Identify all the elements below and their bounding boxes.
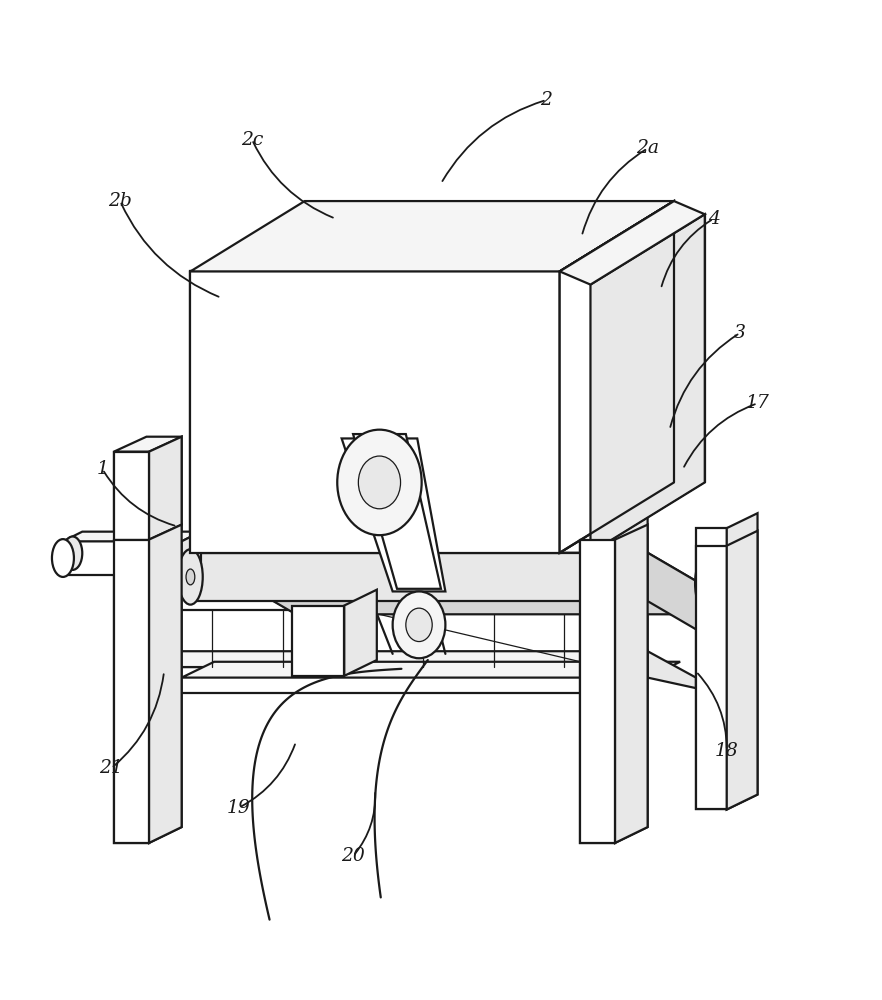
Polygon shape: [647, 553, 753, 663]
Polygon shape: [647, 568, 696, 605]
Polygon shape: [580, 491, 615, 843]
Polygon shape: [63, 532, 201, 541]
Polygon shape: [63, 541, 182, 575]
Ellipse shape: [337, 430, 422, 535]
Text: 3: 3: [734, 324, 746, 342]
Polygon shape: [590, 214, 705, 553]
Polygon shape: [727, 513, 758, 809]
Polygon shape: [647, 651, 696, 688]
Polygon shape: [149, 584, 615, 610]
Text: 2: 2: [541, 91, 552, 109]
Polygon shape: [615, 476, 647, 843]
Polygon shape: [182, 578, 680, 594]
Polygon shape: [341, 438, 445, 591]
Polygon shape: [149, 437, 182, 540]
Polygon shape: [353, 434, 441, 589]
Polygon shape: [292, 606, 344, 676]
Text: 21: 21: [100, 759, 123, 777]
Ellipse shape: [695, 557, 714, 610]
Text: 1: 1: [96, 460, 108, 478]
Polygon shape: [191, 271, 560, 553]
Ellipse shape: [392, 591, 445, 658]
Polygon shape: [696, 546, 727, 809]
Polygon shape: [114, 437, 182, 452]
Polygon shape: [615, 568, 647, 610]
Text: 2a: 2a: [636, 139, 659, 157]
Ellipse shape: [52, 539, 74, 577]
Polygon shape: [344, 590, 377, 676]
Polygon shape: [580, 540, 615, 843]
Text: 20: 20: [341, 847, 365, 865]
Polygon shape: [191, 201, 674, 271]
Polygon shape: [182, 662, 680, 678]
Polygon shape: [727, 531, 758, 809]
Polygon shape: [149, 651, 647, 667]
Polygon shape: [149, 568, 647, 584]
Ellipse shape: [178, 549, 203, 605]
Polygon shape: [114, 540, 149, 843]
Polygon shape: [149, 525, 182, 843]
Ellipse shape: [406, 608, 432, 642]
Polygon shape: [560, 201, 705, 285]
Polygon shape: [301, 610, 318, 651]
Ellipse shape: [358, 456, 400, 509]
Polygon shape: [615, 651, 647, 693]
Polygon shape: [700, 579, 731, 614]
Polygon shape: [560, 201, 674, 553]
Polygon shape: [615, 568, 647, 610]
Polygon shape: [114, 452, 149, 540]
Polygon shape: [149, 667, 615, 693]
Polygon shape: [560, 201, 674, 553]
Polygon shape: [191, 553, 647, 601]
Polygon shape: [149, 437, 182, 843]
Ellipse shape: [63, 536, 82, 570]
Polygon shape: [318, 594, 335, 651]
Text: 4: 4: [707, 210, 720, 228]
Text: 2c: 2c: [241, 131, 263, 149]
Text: 2b: 2b: [108, 192, 132, 210]
Polygon shape: [114, 452, 149, 843]
Text: 19: 19: [227, 799, 250, 817]
Text: 18: 18: [715, 742, 738, 760]
Polygon shape: [615, 651, 647, 693]
Polygon shape: [696, 528, 727, 809]
Polygon shape: [182, 532, 201, 575]
Polygon shape: [191, 553, 753, 614]
Polygon shape: [731, 579, 756, 627]
Ellipse shape: [186, 569, 195, 585]
Text: 17: 17: [745, 394, 769, 412]
Polygon shape: [615, 525, 647, 843]
